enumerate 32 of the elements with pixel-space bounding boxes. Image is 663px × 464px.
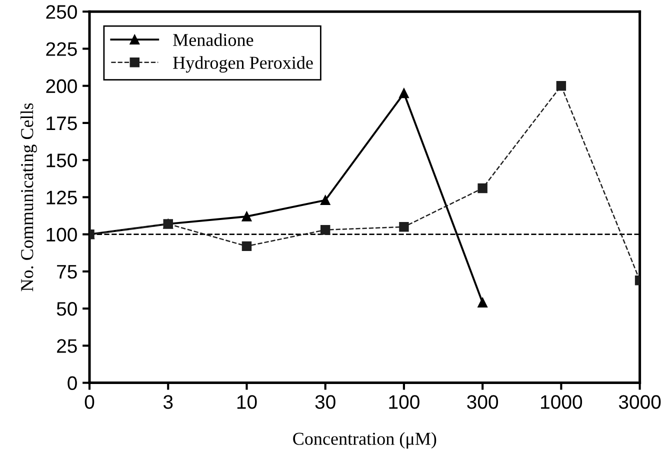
point (242, 212, 252, 222)
y-tick-label: 150 (46, 154, 77, 168)
y-tick-label: 225 (46, 42, 77, 56)
point (320, 225, 330, 235)
legend-label: Hydrogen Peroxide (173, 56, 313, 73)
y-tick-label: 250 (46, 5, 77, 19)
legend-label: Menadione (173, 33, 254, 46)
point (556, 80, 566, 91)
y-tick-label: 125 (46, 190, 77, 204)
x-tick-label: 0 (84, 395, 94, 409)
x-tick-label: 300 (467, 395, 498, 409)
point (399, 88, 409, 98)
y-tick-label: 50 (56, 302, 77, 316)
y-tick-label: 100 (46, 228, 77, 242)
point (478, 183, 488, 194)
x-tick-label: 100 (389, 395, 420, 409)
x-tick-label: 1000 (541, 395, 582, 409)
y-tick-label: 200 (46, 79, 77, 94)
y-tick-label: 75 (57, 265, 77, 279)
y-axis-title: No. Communicating Cells (20, 103, 37, 292)
point (242, 241, 252, 252)
x-tick-label: 30 (315, 395, 336, 409)
y-tick-label: 25 (57, 339, 77, 353)
point (320, 195, 330, 206)
point (399, 222, 409, 232)
y-tick-label: 175 (46, 116, 77, 130)
x-tick-label: 3000 (618, 395, 661, 409)
x-tick-label: 3 (163, 395, 173, 409)
y-tick-label: 0 (68, 376, 77, 390)
x-tick-label: 10 (237, 395, 257, 409)
x-axis-title: Concentration (μM) (293, 432, 436, 449)
point (478, 298, 488, 308)
